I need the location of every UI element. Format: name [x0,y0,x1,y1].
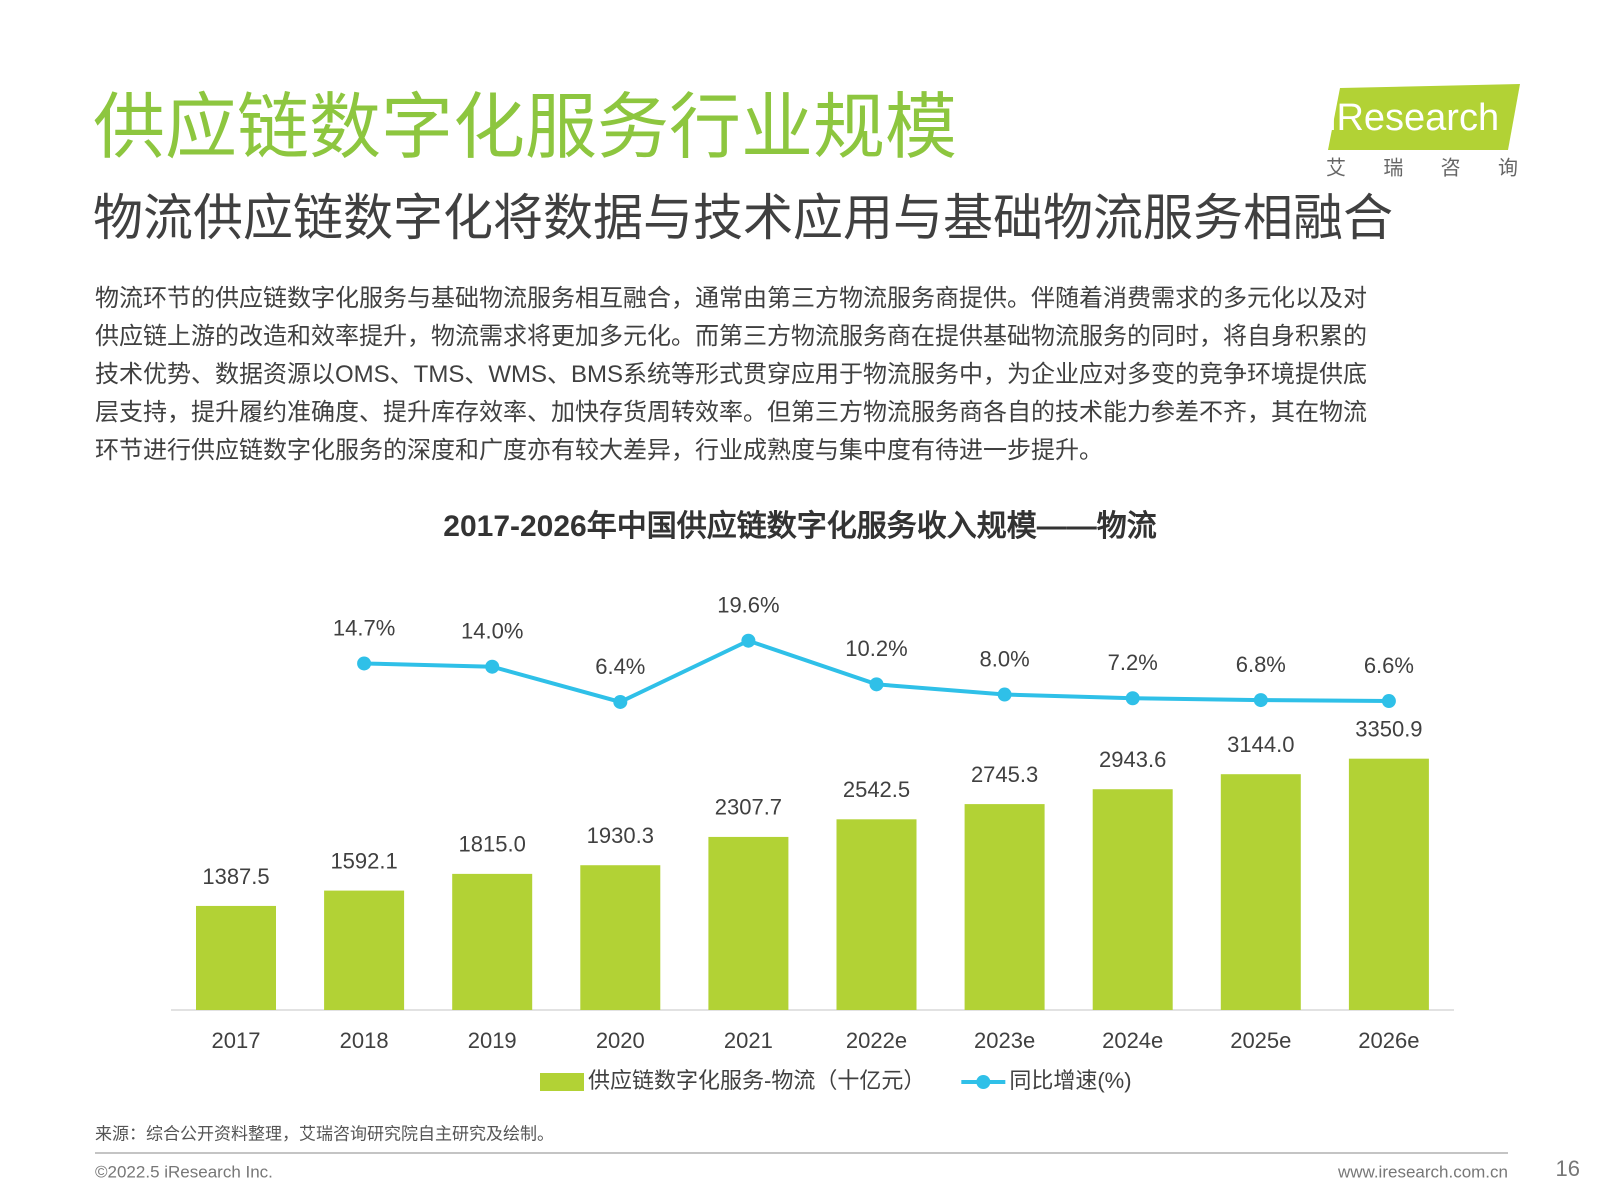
bar-label: 2542.5 [843,777,910,802]
line-point [869,677,884,692]
bar-label: 1930.3 [587,823,654,848]
logo-badge [1328,84,1520,150]
line-point [1381,694,1396,709]
line-label: 6.4% [595,654,645,679]
x-tick-label: 2019 [468,1028,517,1053]
line-label: 6.6% [1364,653,1414,678]
bar [1092,789,1173,1010]
line-point [741,633,756,648]
bar-label: 2745.3 [971,762,1038,787]
x-tick-label: 2021 [724,1028,773,1053]
page-number: 16 [1556,1156,1580,1181]
bar [580,865,661,1010]
line-label: 19.6% [717,593,779,618]
logo-brand: iResearch [1328,97,1499,139]
x-tick-label: 2017 [212,1028,261,1053]
x-tick-label: 2023e [974,1028,1035,1053]
line-point [1253,693,1268,708]
legend-swatch [976,1075,991,1089]
line-point [1125,691,1140,706]
bar [836,819,917,1010]
legend-label: 供应链数字化服务-物流（十亿元） [588,1068,925,1093]
x-tick-label: 2025e [1230,1028,1291,1053]
x-tick-label: 2024e [1102,1028,1163,1053]
bar [1348,758,1429,1010]
line-point [613,694,628,709]
bar [196,905,276,1010]
bar-label: 2943.6 [1099,747,1166,772]
legend-label: 同比增速(%) [1009,1068,1131,1093]
bar-label: 3350.9 [1355,716,1422,741]
line-label: 10.2% [845,636,907,661]
paragraph: 物流环节的供应链数字化服务与基础物流服务相互融合，通常由第三方物流服务商提供。伴… [95,280,1515,470]
line-label: 14.0% [461,619,523,644]
bar-label: 1387.5 [202,864,269,889]
bar [964,804,1045,1010]
line-label: 7.2% [1108,650,1158,675]
page-title: 供应链数字化服务行业规模 [93,88,957,168]
x-tick-label: 2022e [846,1028,907,1053]
x-tick-label: 2018 [340,1028,389,1053]
line-label: 8.0% [980,646,1030,671]
bar-label: 2307.7 [715,795,782,820]
bar [1220,774,1301,1010]
paragraph-line: 层支持，提升履约准确度、提升库存效率、加快存货周转效率。但第三方物流服务商各自的… [95,399,1367,426]
line-point [485,659,500,674]
paragraph-line: 物流环节的供应链数字化服务与基础物流服务相互融合，通常由第三方物流服务商提供。伴… [95,285,1367,312]
legend-swatch [540,1073,584,1091]
source: 来源：综合公开资料整理，艾瑞咨询研究院自主研究及绘制。 [95,1124,554,1143]
line-point [357,656,372,671]
paragraph-line: 供应链上游的改造和效率提升，物流需求将更加多元化。而第三方物流服务商在提供基础物… [95,323,1367,350]
bar-label: 1592.1 [330,848,397,873]
line-label: 14.7% [333,615,395,640]
paragraph-line: 环节进行供应链数字化服务的深度和广度亦有较大差异，行业成熟度与集中度有待进一步提… [95,437,1103,464]
bar [708,836,789,1010]
paragraph-line: 技术优势、数据资源以OMS、TMS、WMS、BMS系统等形式贯穿应用于物流服务中… [95,361,1367,388]
bar-label: 1815.0 [459,832,526,857]
line-label: 6.8% [1236,652,1286,677]
line-point [997,687,1012,702]
bar [452,873,533,1010]
copyright: ©2022.5 iResearch Inc. [95,1162,273,1181]
bar [324,890,405,1010]
chart-title: 2017-2026年中国供应链数字化服务收入规模——物流 [443,509,1156,543]
logo-chinese: 艾 瑞 咨 询 [1326,156,1518,179]
bar-label: 3144.0 [1227,732,1294,757]
x-tick-label: 2026e [1358,1028,1419,1053]
x-tick-label: 2020 [596,1028,645,1053]
subtitle: 物流供应链数字化将数据与技术应用与基础物流服务相融合 [93,190,1393,246]
url: www.iresearch.com.cn [1337,1162,1508,1181]
